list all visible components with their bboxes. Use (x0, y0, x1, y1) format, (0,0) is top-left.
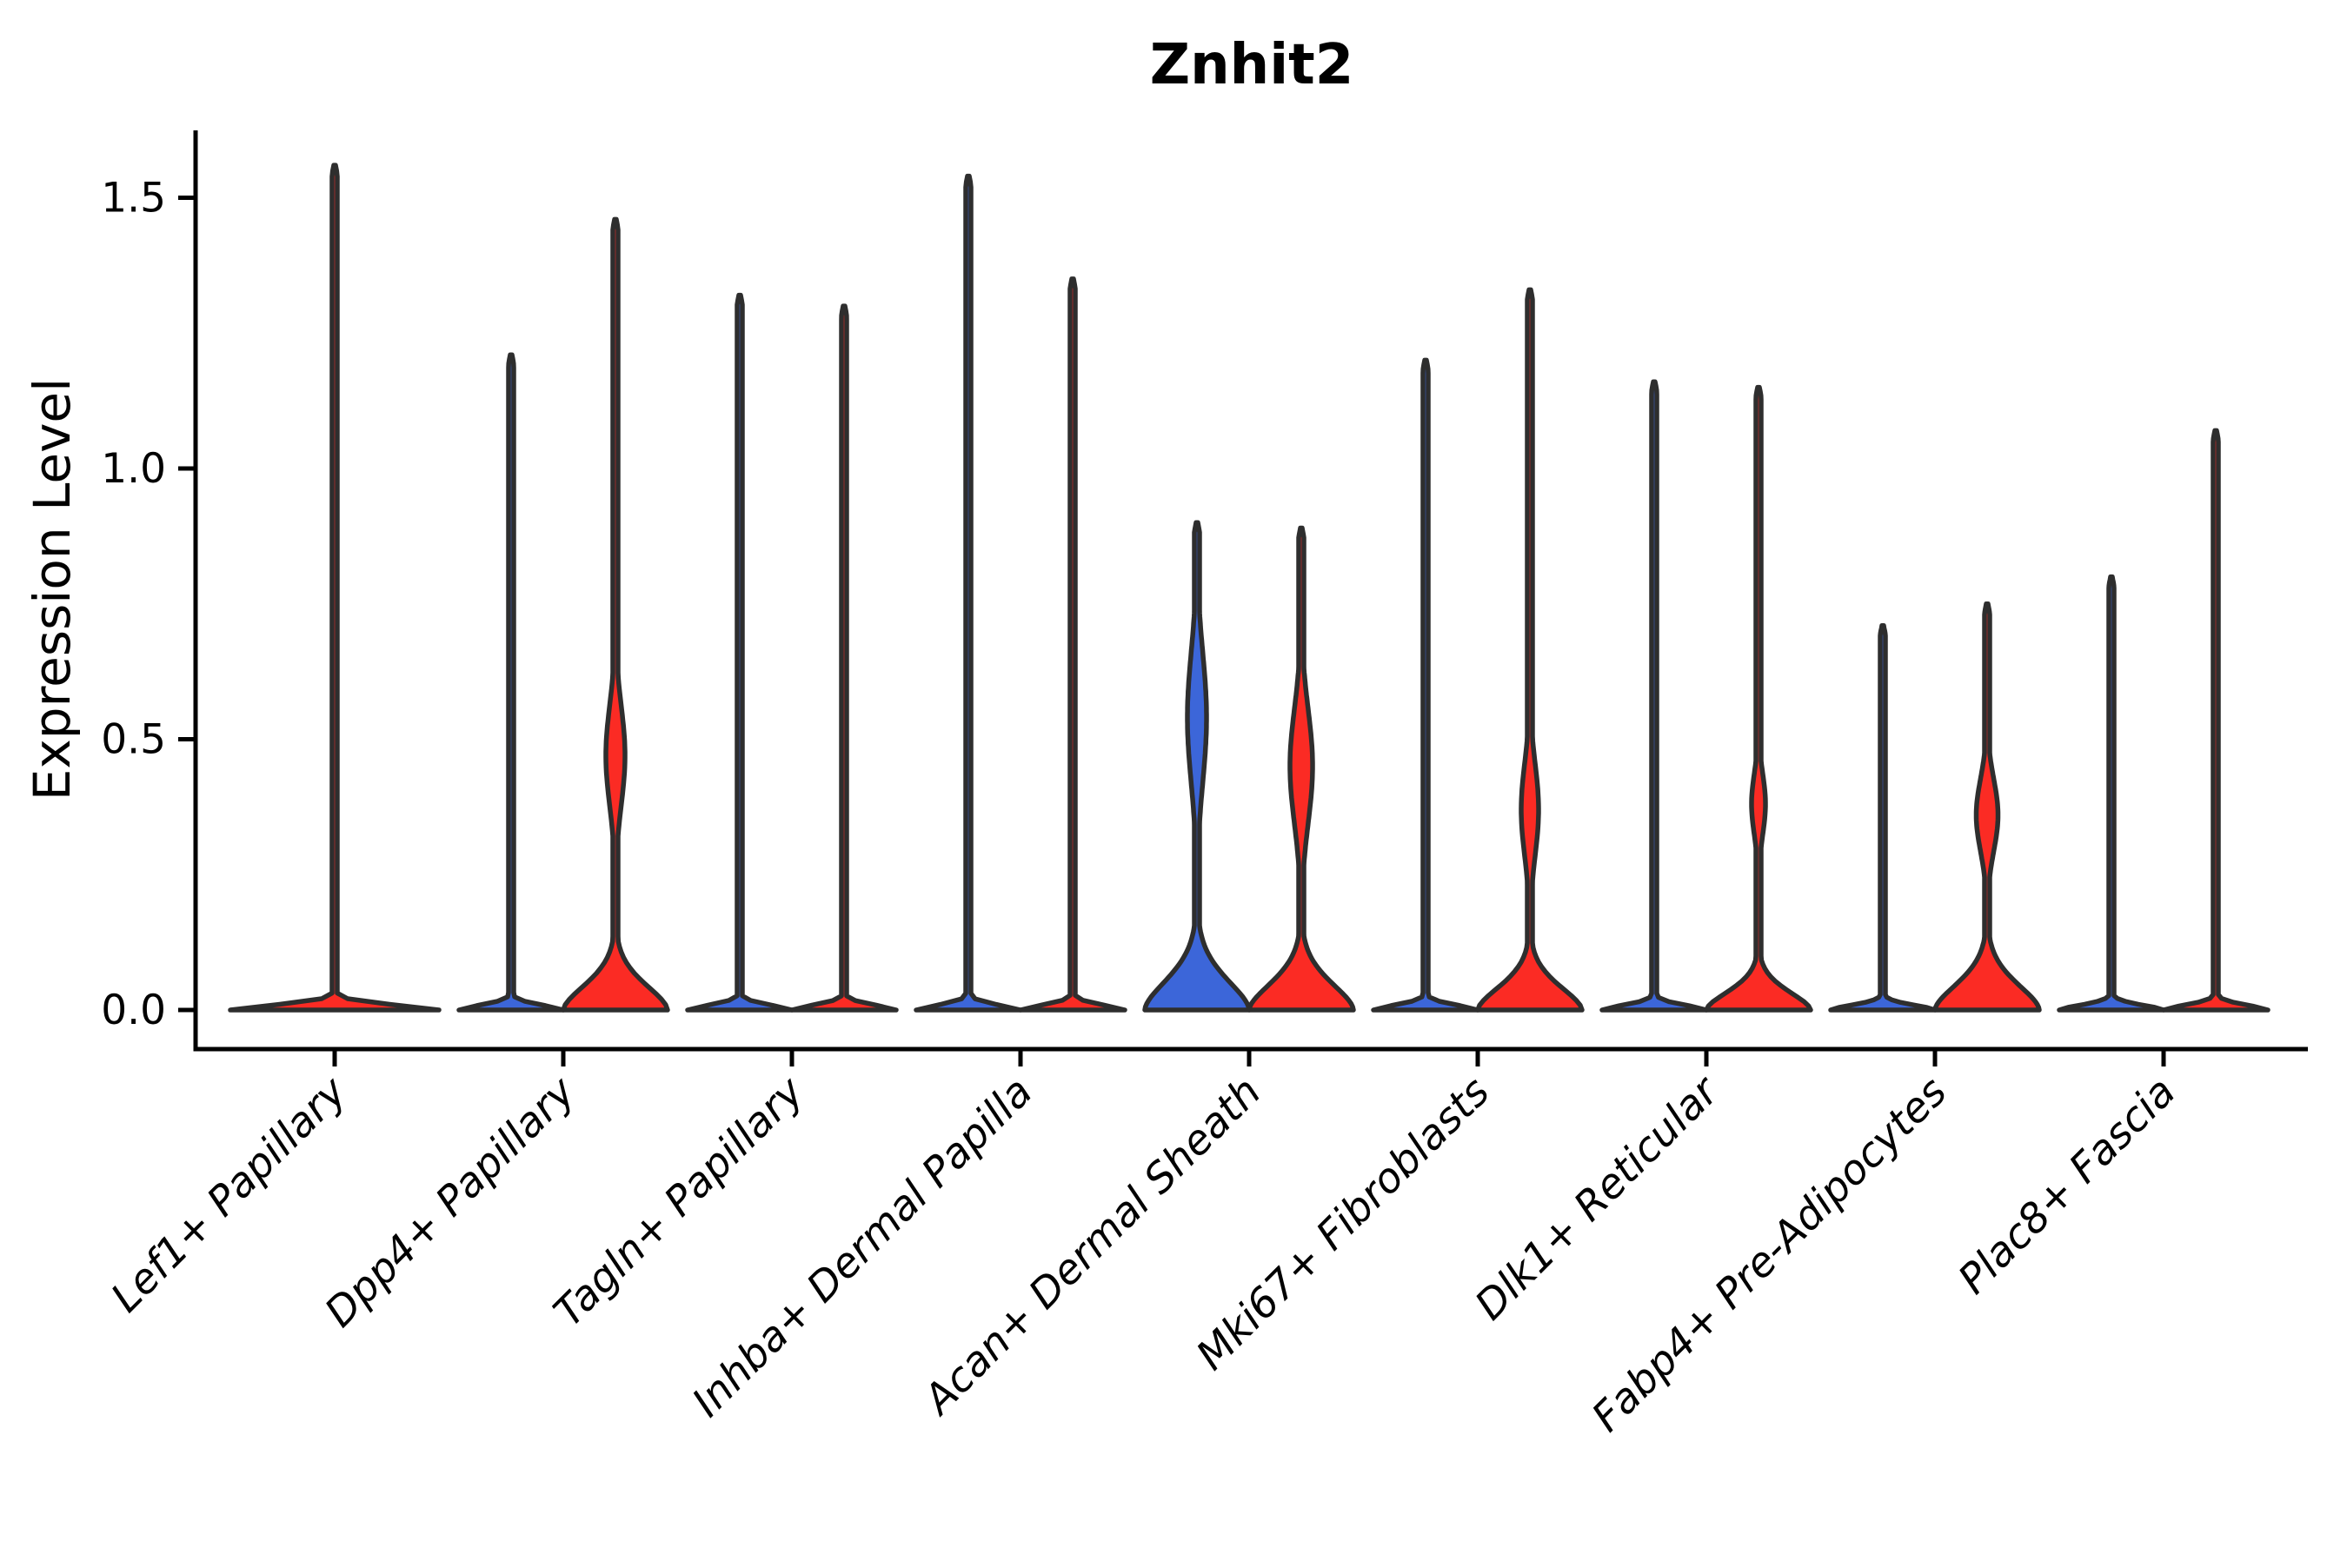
y-tick-label: 0.5 (101, 716, 166, 764)
y-tick-label: 1.0 (101, 445, 166, 493)
violin-right-red (2161, 428, 2271, 1013)
x-tick-label: Dlk1+ Reticular (1466, 1066, 1730, 1330)
x-tick-label: Tagln+ Papillary (545, 1067, 814, 1337)
violin-right-red (1247, 525, 1356, 1013)
y-tick-labels: 0.0 0.5 1.0 1.5 (101, 175, 166, 1035)
y-axis-label: Expression Level (23, 378, 82, 801)
violin-left-blue (914, 173, 1023, 1013)
violin-left-blue (685, 292, 795, 1013)
violin-left-blue (456, 352, 566, 1013)
violin-right-red (789, 303, 899, 1013)
x-tick-label: Lef1+ Papillary (102, 1067, 356, 1322)
y-tick-label: 1.5 (101, 175, 166, 223)
x-tick-label: Dpp4+ Papillary (316, 1067, 585, 1337)
violin-left-blue (1599, 379, 1709, 1013)
violin-right-red (1932, 601, 2042, 1013)
x-tick-label: Plac8+ Fascia (1949, 1068, 2184, 1304)
violin-right-red (1475, 287, 1585, 1013)
violin-right-red (1704, 384, 1813, 1013)
violin-left-blue (1142, 520, 1252, 1013)
violin-center-red (228, 163, 442, 1013)
plot-geometry (178, 130, 2308, 1066)
y-tick-label: 0.0 (101, 987, 166, 1034)
violin-left-blue (2057, 574, 2166, 1013)
plot-title: Znhit2 (1150, 33, 1354, 97)
x-tick-labels: Lef1+ Papillary Dpp4+ Papillary Tagln+ P… (102, 1066, 2184, 1441)
violin-left-blue (1828, 622, 1938, 1013)
violin-right-red (561, 216, 670, 1013)
violin-left-blue (1371, 357, 1480, 1013)
violin-right-red (1018, 276, 1127, 1013)
